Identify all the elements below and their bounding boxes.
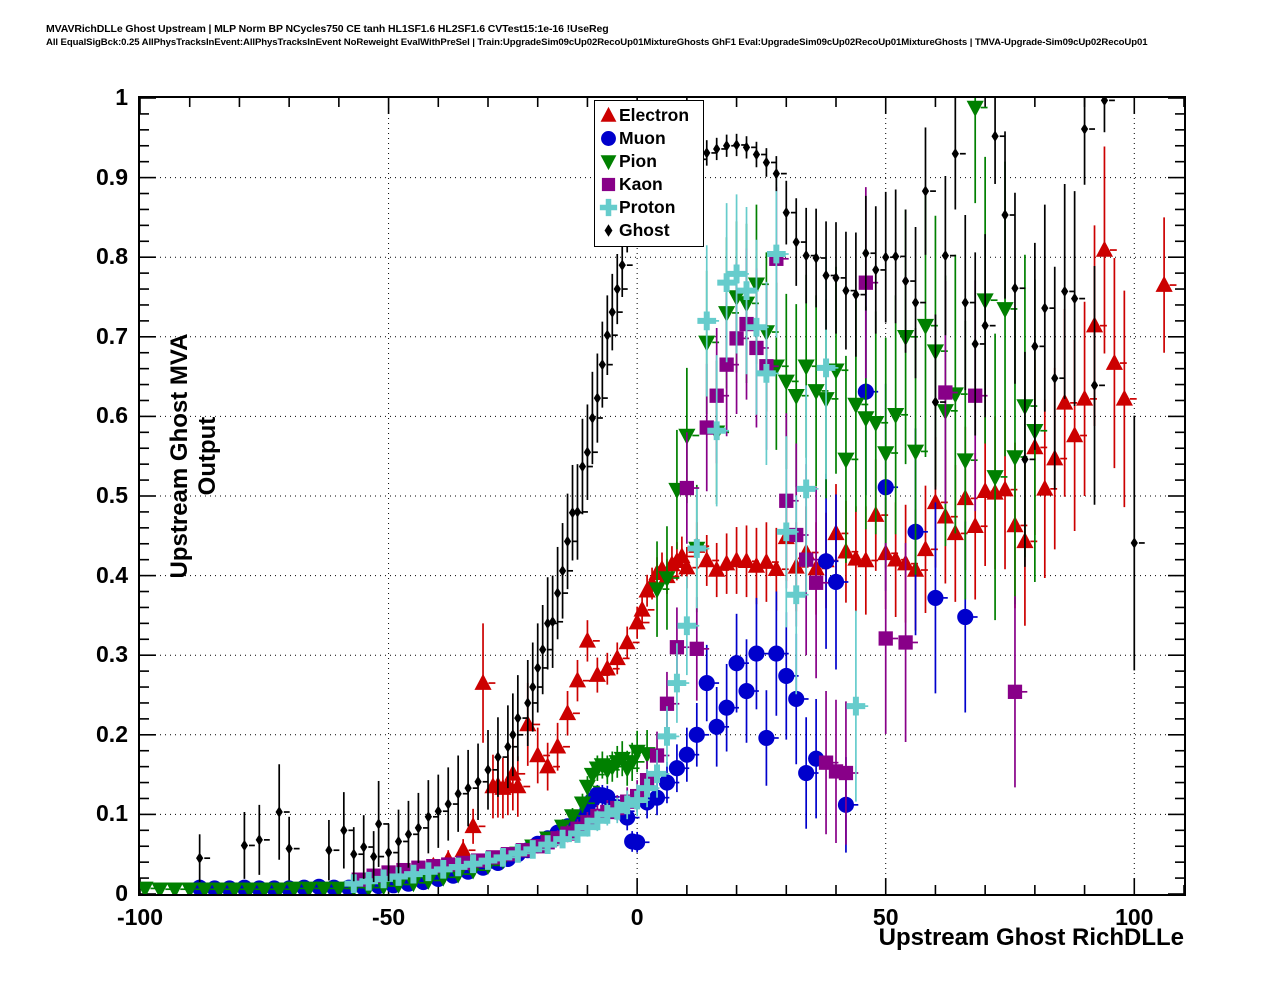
legend-item-pion: Pion <box>599 150 703 173</box>
plot-canvas <box>140 98 1184 894</box>
x-tick-label: 50 <box>872 904 899 930</box>
x-axis-label: Upstream Ghost RichDLLe <box>878 924 1184 951</box>
y-tick-label: 0.4 <box>96 561 128 588</box>
x-tick-label: -50 <box>371 904 406 930</box>
y-tick-label: 0.2 <box>96 720 128 747</box>
y-tick-label: 0.7 <box>96 322 128 349</box>
y-tick-label: 0.1 <box>96 800 128 827</box>
triangle-down-icon <box>599 152 618 171</box>
chart-header: MVAVRichDLLe Ghost Upstream | MLP Norm B… <box>46 22 1246 50</box>
y-tick-label: 0.8 <box>96 243 128 270</box>
square-icon <box>599 175 618 194</box>
legend-label: Kaon <box>619 173 663 194</box>
chart-legend: Electron Muon Pion Kaon Proton Ghost <box>594 100 704 247</box>
dot-icon <box>599 221 618 240</box>
cross-icon <box>599 198 618 217</box>
legend-label: Pion <box>619 150 657 171</box>
y-tick-label: 1 <box>115 84 128 110</box>
header-line-2: All EqualSigBck:0.25 AllPhysTracksInEven… <box>46 37 1148 48</box>
y-tick-label: 0 <box>115 880 128 906</box>
legend-label: Proton <box>619 196 676 217</box>
x-tick-label: 0 <box>630 904 644 930</box>
y-tick-label: 0.3 <box>96 641 128 668</box>
legend-item-proton: Proton <box>599 196 703 219</box>
y-tick-label: 0.9 <box>96 163 128 190</box>
y-tick-label: 0.5 <box>96 482 128 508</box>
legend-label: Muon <box>619 127 666 148</box>
triangle-up-icon <box>599 106 618 125</box>
y-axis-label: Upstream Ghost MVA Output <box>166 333 221 579</box>
legend-item-muon: Muon <box>599 127 703 150</box>
header-line-1: MVAVRichDLLe Ghost Upstream | MLP Norm B… <box>46 23 609 35</box>
legend-item-electron: Electron <box>599 104 703 127</box>
legend-item-ghost: Ghost <box>599 219 703 242</box>
x-tick-label: 100 <box>1115 904 1154 930</box>
circle-icon <box>599 129 618 148</box>
x-tick-label: -100 <box>116 904 164 930</box>
y-tick-label: 0.6 <box>96 402 128 429</box>
plot-frame: Upstream Ghost MVA Output Upstream Ghost… <box>96 86 1186 951</box>
legend-label: Electron <box>619 104 690 125</box>
legend-item-kaon: Kaon <box>599 173 703 196</box>
legend-label: Ghost <box>619 219 670 240</box>
